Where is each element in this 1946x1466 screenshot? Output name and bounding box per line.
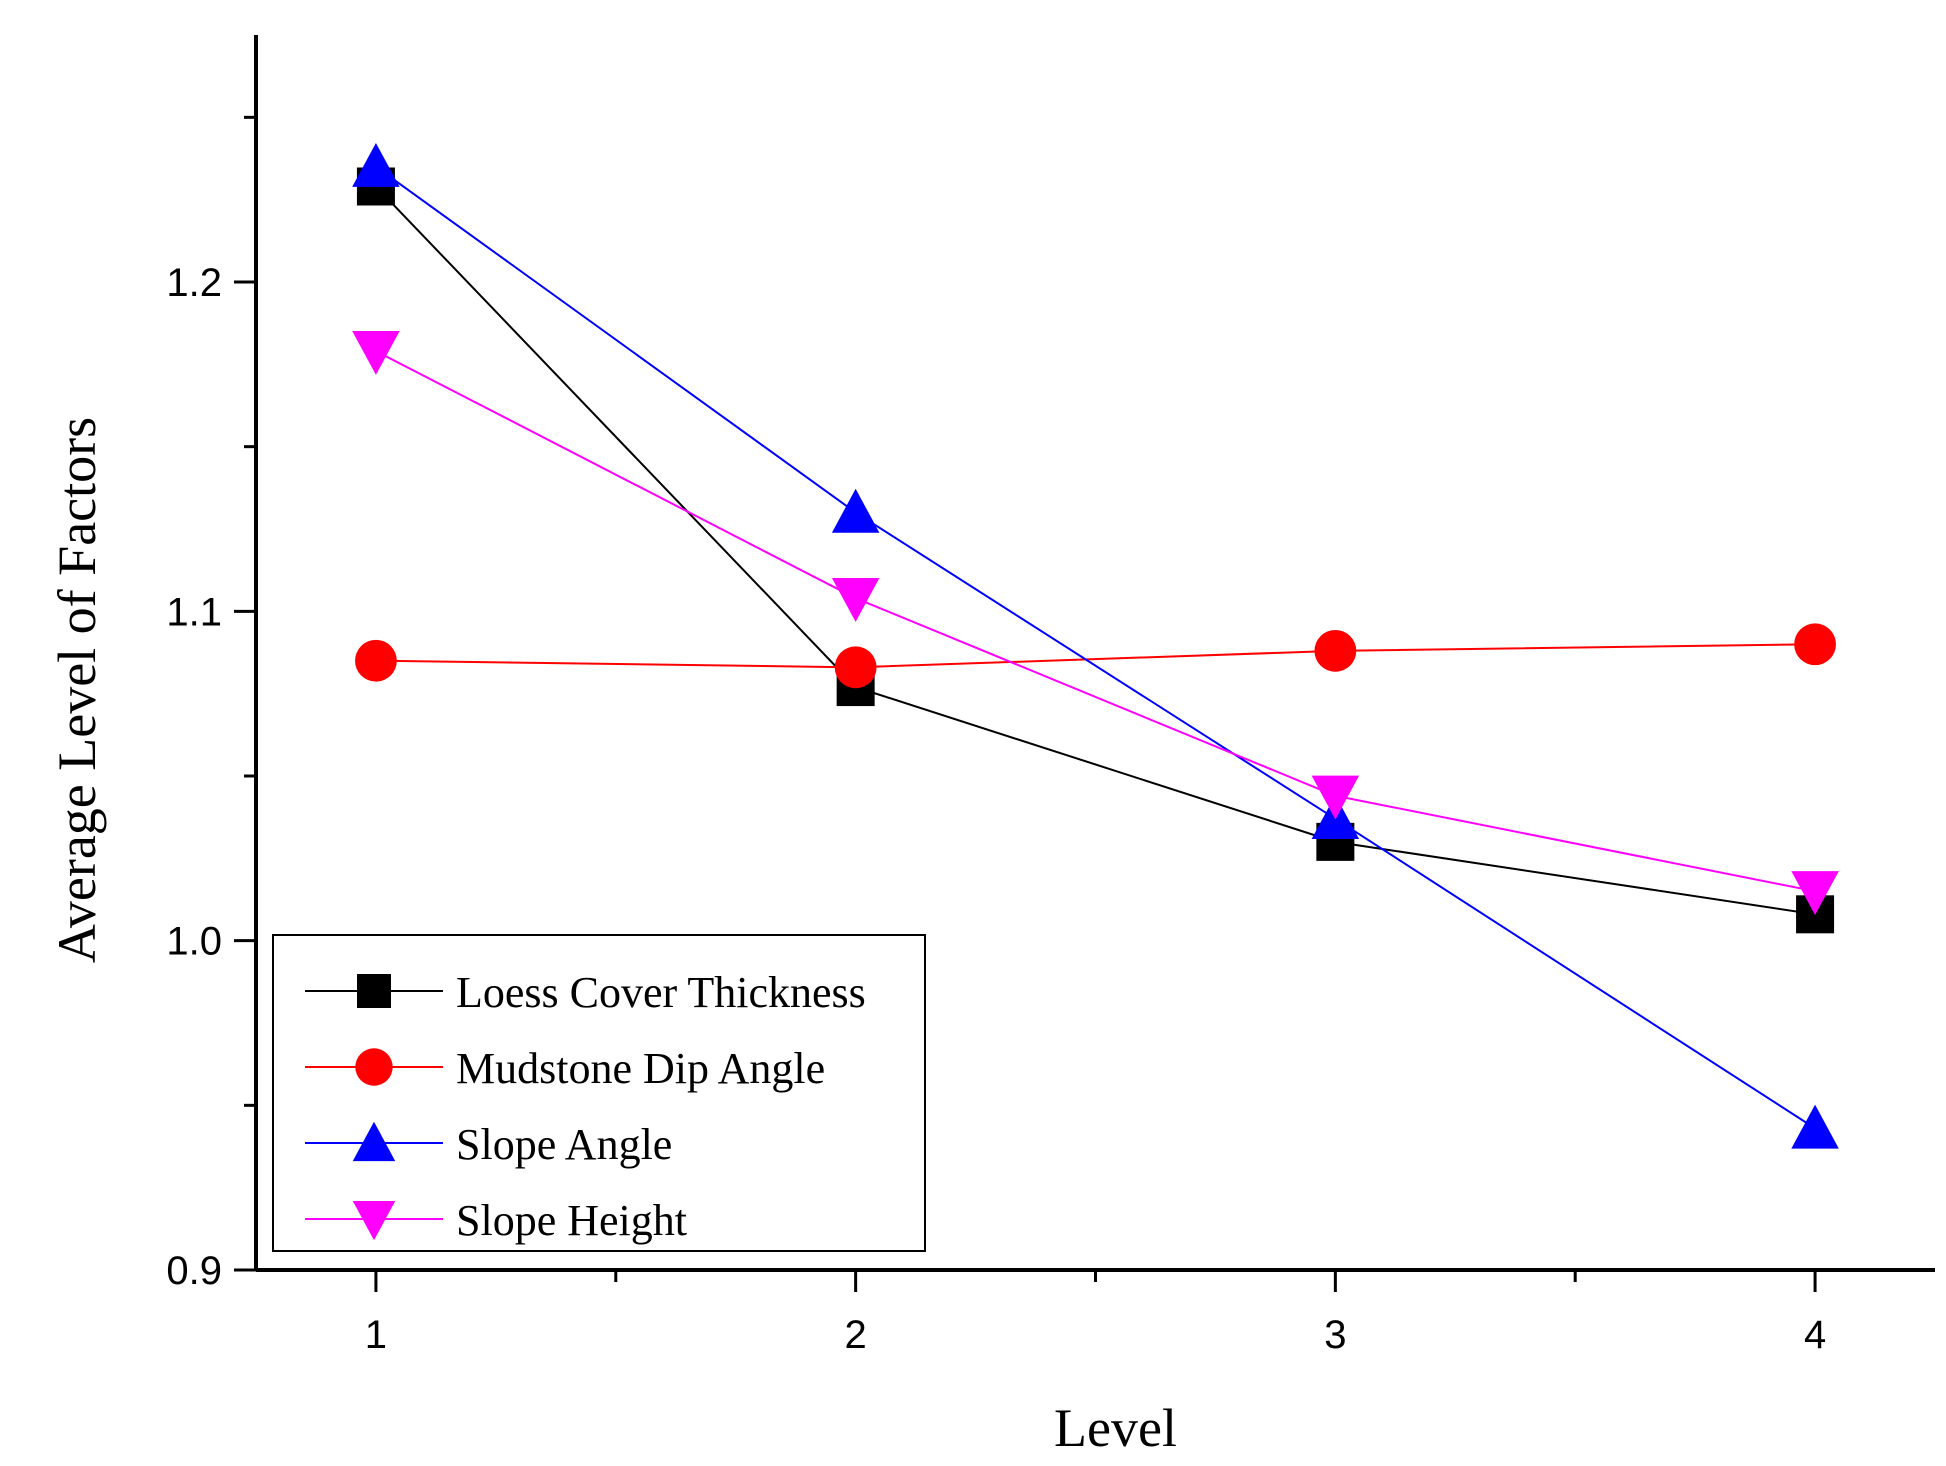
y-tick-label: 0.9: [166, 1249, 222, 1293]
data-point: [831, 577, 880, 622]
legend-item: Slope Angle: [305, 1120, 672, 1169]
y-tick-label: 1.1: [166, 590, 222, 634]
axes: 0.9 1.0 1.1 1.2 1 2 3 4: [166, 35, 1935, 1357]
series-line: [375, 350, 1816, 893]
data-point: [352, 1200, 396, 1241]
data-point: [352, 330, 400, 375]
series-loess-cover-thickness: [356, 167, 1835, 934]
data-point: [355, 639, 397, 682]
data-point: [1314, 629, 1357, 672]
legend-label: Slope Height: [456, 1196, 687, 1245]
y-tick-label: 1.0: [166, 920, 222, 964]
x-tick-label: 4: [1804, 1313, 1826, 1357]
series-mudstone-dip-angle: [355, 623, 1836, 689]
legend: Loess Cover Thickness Mudstone Dip Angle S…: [272, 934, 926, 1252]
legend-label: Slope Angle: [456, 1120, 672, 1169]
data-point: [357, 974, 391, 1008]
data-point: [1791, 871, 1839, 916]
x-tick-label: 3: [1324, 1313, 1346, 1357]
series-slope-height: [352, 330, 1839, 916]
y-axis-title: Average Level of Factors: [47, 417, 107, 963]
series-line: [375, 165, 1816, 1130]
legend-item: Loess Cover Thickness: [305, 968, 866, 1017]
data-point: [352, 142, 400, 187]
legend-label: Loess Cover Thickness: [456, 968, 866, 1017]
data-point: [355, 1048, 393, 1086]
data-point: [352, 1121, 396, 1162]
x-tick-label: 1: [365, 1313, 387, 1357]
data-point: [1794, 623, 1836, 666]
legend-label: Mudstone Dip Angle: [456, 1044, 825, 1093]
legend-item: Mudstone Dip Angle: [305, 1044, 825, 1093]
series-line: [375, 185, 1816, 916]
x-axis-title: Level: [1054, 1398, 1177, 1458]
series-line: [375, 643, 1816, 669]
data-point: [834, 646, 877, 689]
data-point: [1311, 775, 1360, 820]
y-tick-label: 1.2: [166, 261, 222, 305]
series-layer: [352, 142, 1839, 1149]
x-tick-label: 2: [845, 1313, 867, 1357]
data-point: [831, 488, 880, 533]
data-point: [1791, 1104, 1839, 1149]
legend-item: Slope Height: [305, 1196, 687, 1245]
